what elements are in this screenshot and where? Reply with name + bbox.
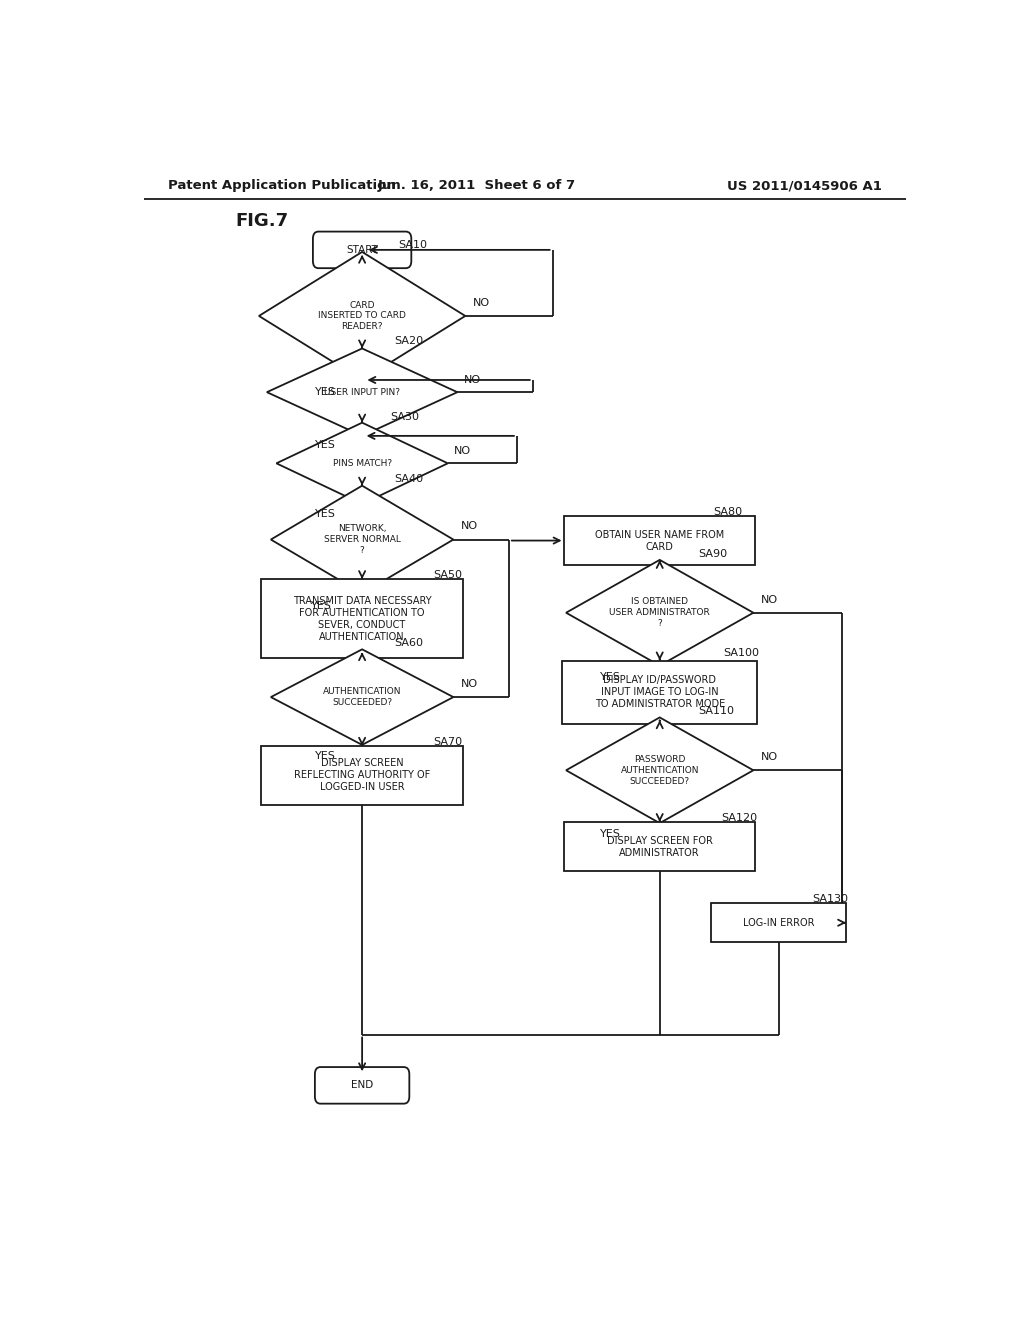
Text: FIG.7: FIG.7 — [236, 213, 289, 231]
Bar — [564, 822, 755, 871]
Text: START: START — [346, 246, 378, 255]
Polygon shape — [267, 348, 458, 436]
Text: YES: YES — [310, 601, 332, 611]
Text: YES: YES — [600, 672, 622, 681]
Bar — [564, 516, 755, 565]
Text: Patent Application Publication: Patent Application Publication — [168, 180, 395, 193]
Text: CARD
INSERTED TO CARD
READER?: CARD INSERTED TO CARD READER? — [318, 301, 407, 331]
Text: US 2011/0145906 A1: US 2011/0145906 A1 — [727, 180, 882, 193]
Text: AUTHENTICATION
SUCCEEDED?: AUTHENTICATION SUCCEEDED? — [323, 688, 401, 708]
Text: NO: NO — [464, 375, 481, 385]
Text: SA120: SA120 — [722, 813, 758, 824]
Bar — [562, 660, 757, 723]
Text: YES: YES — [314, 387, 336, 397]
Text: SA70: SA70 — [433, 737, 463, 747]
Text: SA60: SA60 — [394, 639, 423, 648]
Text: NO: NO — [473, 298, 490, 308]
Text: OBTAIN USER NAME FROM
CARD: OBTAIN USER NAME FROM CARD — [595, 529, 724, 552]
Text: SA40: SA40 — [394, 474, 423, 483]
Text: IS OBTAINED
USER ADMINISTRATOR
?: IS OBTAINED USER ADMINISTRATOR ? — [609, 598, 710, 628]
Text: SA130: SA130 — [812, 895, 848, 904]
Text: USER INPUT PIN?: USER INPUT PIN? — [325, 388, 400, 397]
Text: SA100: SA100 — [723, 648, 759, 659]
Bar — [261, 579, 463, 659]
Text: SA20: SA20 — [394, 337, 423, 346]
Bar — [712, 903, 846, 942]
Polygon shape — [566, 560, 754, 665]
Polygon shape — [270, 486, 454, 594]
Text: DISPLAY SCREEN FOR
ADMINISTRATOR: DISPLAY SCREEN FOR ADMINISTRATOR — [607, 836, 713, 858]
Polygon shape — [566, 718, 754, 824]
Text: NO: NO — [461, 521, 478, 532]
Text: NO: NO — [455, 446, 471, 457]
Polygon shape — [259, 252, 465, 380]
Text: DISPLAY SCREEN
REFLECTING AUTHORITY OF
LOGGED-IN USER: DISPLAY SCREEN REFLECTING AUTHORITY OF L… — [294, 759, 430, 792]
Text: YES: YES — [600, 829, 622, 840]
Text: END: END — [351, 1080, 373, 1090]
Text: PASSWORD
AUTHENTICATION
SUCCEEDED?: PASSWORD AUTHENTICATION SUCCEEDED? — [621, 755, 699, 785]
Text: YES: YES — [314, 510, 336, 519]
Polygon shape — [270, 649, 454, 744]
Polygon shape — [276, 422, 447, 504]
FancyBboxPatch shape — [313, 231, 412, 268]
Text: DISPLAY ID/PASSWORD
INPUT IMAGE TO LOG-IN
TO ADMINISTRATOR MODE: DISPLAY ID/PASSWORD INPUT IMAGE TO LOG-I… — [595, 675, 725, 709]
Text: Jun. 16, 2011  Sheet 6 of 7: Jun. 16, 2011 Sheet 6 of 7 — [378, 180, 577, 193]
Text: NO: NO — [761, 594, 778, 605]
Text: YES: YES — [314, 440, 336, 450]
Text: SA50: SA50 — [433, 570, 463, 579]
Text: SA10: SA10 — [397, 240, 427, 249]
Text: PINS MATCH?: PINS MATCH? — [333, 459, 391, 467]
Text: TRANSMIT DATA NECESSARY
FOR AUTHENTICATION TO
SEVER, CONDUCT
AUTHENTICATION: TRANSMIT DATA NECESSARY FOR AUTHENTICATI… — [293, 595, 431, 642]
Text: NO: NO — [461, 678, 478, 689]
Text: SA90: SA90 — [697, 549, 727, 558]
Text: NO: NO — [761, 752, 778, 762]
Text: SA30: SA30 — [390, 412, 419, 421]
Text: NETWORK,
SERVER NORMAL
?: NETWORK, SERVER NORMAL ? — [324, 524, 400, 554]
Text: LOG-IN ERROR: LOG-IN ERROR — [743, 917, 814, 928]
Text: SA80: SA80 — [714, 507, 742, 517]
Text: SA110: SA110 — [697, 706, 734, 717]
FancyBboxPatch shape — [315, 1067, 410, 1104]
Text: YES: YES — [314, 751, 336, 762]
Bar — [261, 746, 463, 805]
